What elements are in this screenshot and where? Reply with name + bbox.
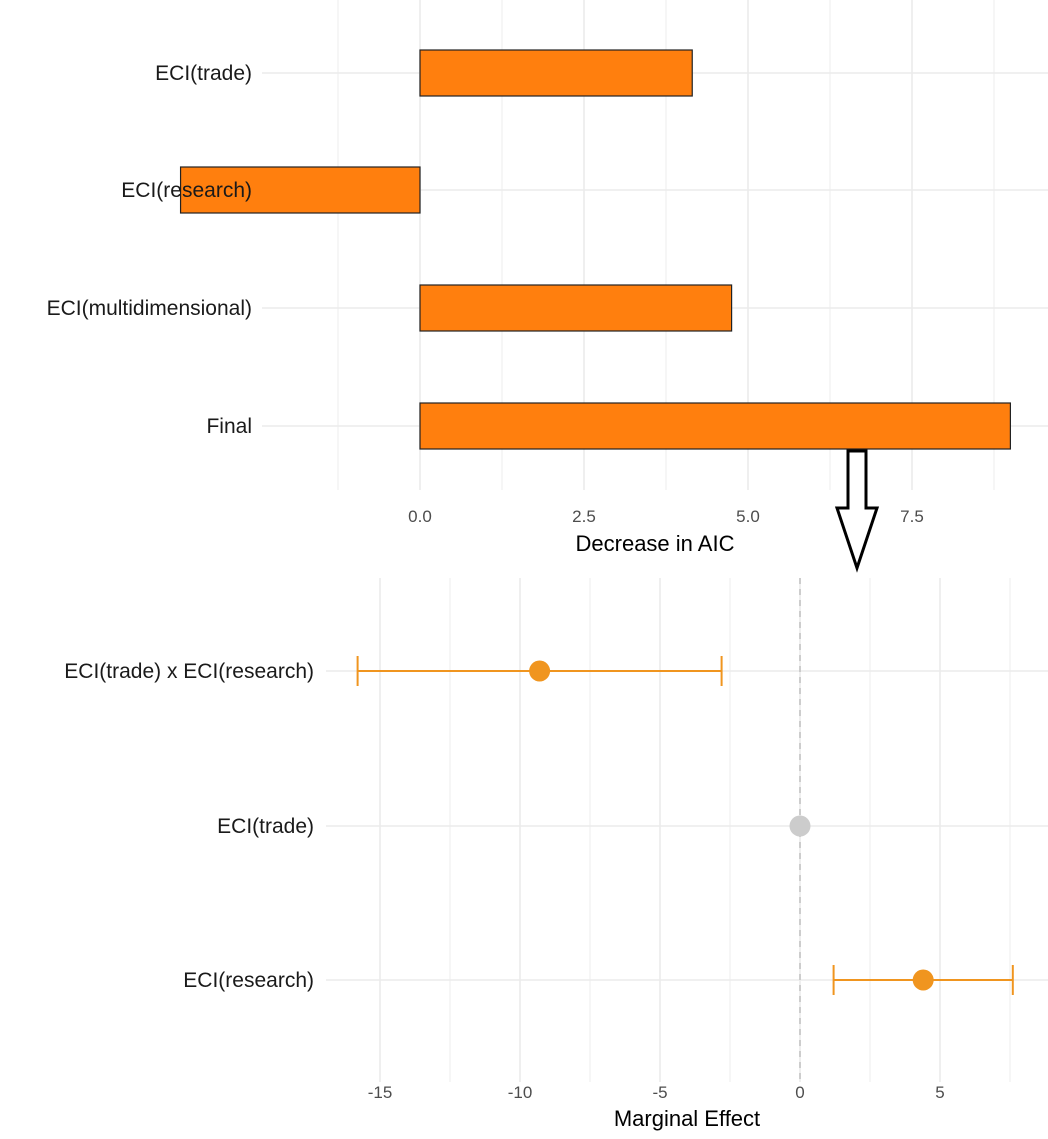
aic-x-tick-label: 0.0 (408, 507, 432, 526)
aic-x-tick-label: 5.0 (736, 507, 760, 526)
aic-bar (179, 166, 421, 214)
aic-category-label: ECI(research) (121, 179, 252, 202)
me-gridlines (326, 578, 1048, 1082)
aic-category-label: ECI(trade) (155, 62, 252, 85)
aic-bar (419, 284, 733, 332)
aic-bar (419, 402, 1012, 450)
me-category-label: ECI(trade) x ECI(research) (64, 660, 314, 683)
aic-x-tick-label: 7.5 (900, 507, 924, 526)
down-arrow-icon (834, 449, 880, 573)
aic-bar-panel: ECI(trade) ECI(research) ECI(multidimensio… (47, 0, 1048, 556)
aic-x-axis-title: Decrease in AIC (576, 531, 735, 556)
me-x-tick-label: 0 (795, 1083, 804, 1102)
estimate-point (529, 660, 551, 682)
aic-category-label: Final (206, 415, 252, 438)
aic-x-tick-label: 2.5 (572, 507, 596, 526)
me-x-tick-label: 5 (935, 1083, 944, 1102)
aic-category-label: ECI(multidimensional) (47, 297, 252, 320)
me-x-tick-label: -10 (508, 1083, 533, 1102)
aic-bar (419, 49, 693, 97)
marginal-effect-panel: ECI(trade) x ECI(research) ECI(trade) ECI(… (64, 578, 1048, 1131)
me-x-tick-label: -5 (652, 1083, 667, 1102)
me-category-label: ECI(research) (183, 969, 314, 992)
me-category-label: ECI(trade) (217, 815, 314, 838)
me-x-tick-label: -15 (368, 1083, 393, 1102)
estimate-point (789, 815, 811, 837)
arrow-connector (834, 449, 880, 573)
me-x-axis-title: Marginal Effect (614, 1106, 760, 1131)
estimate-point (912, 969, 934, 991)
